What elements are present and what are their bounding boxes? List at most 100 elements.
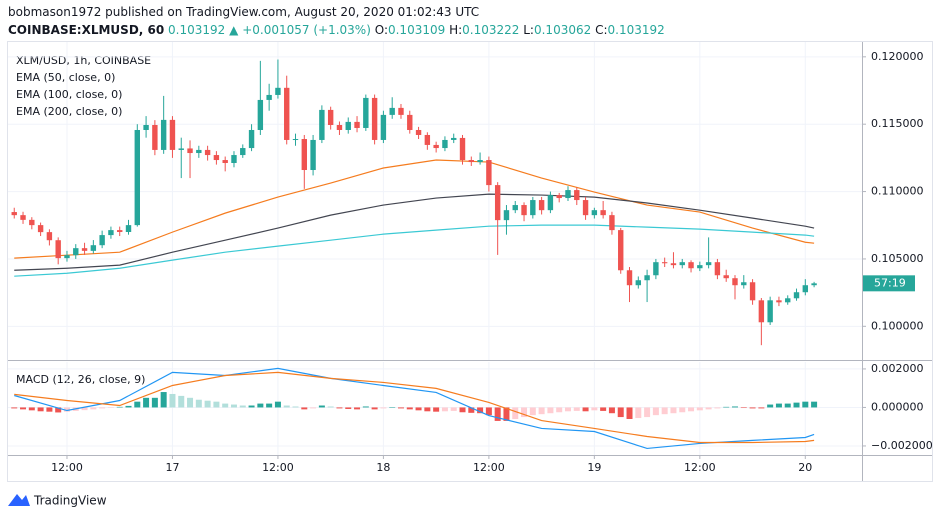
histogram-bar bbox=[362, 406, 369, 408]
candle-body bbox=[336, 125, 343, 130]
histogram-bar bbox=[63, 407, 70, 412]
candle-body bbox=[723, 275, 729, 279]
candle-body bbox=[73, 248, 79, 256]
grid bbox=[8, 42, 862, 455]
histogram-bar bbox=[345, 407, 352, 409]
candle-body bbox=[310, 139, 316, 171]
candle-body bbox=[152, 125, 158, 150]
quote-line: COINBASE:XLMUSD, 60 0.103192 ▲ +0.001057… bbox=[8, 21, 665, 39]
candle-body bbox=[169, 119, 176, 150]
candle-body bbox=[494, 185, 501, 221]
histogram-bar bbox=[784, 403, 791, 408]
y-tick-label: 0.100000 bbox=[871, 319, 924, 332]
candle-body bbox=[407, 114, 413, 130]
histogram-bar bbox=[28, 407, 35, 411]
last-price: 0.103192 bbox=[168, 23, 226, 37]
candle-body bbox=[213, 155, 220, 161]
histogram-bar bbox=[318, 405, 325, 408]
histogram-bar bbox=[775, 403, 782, 408]
candle-body bbox=[275, 87, 281, 95]
histogram-bar bbox=[547, 407, 554, 414]
macd-line bbox=[14, 371, 815, 444]
histogram-bar bbox=[661, 407, 668, 415]
histogram-bar bbox=[336, 407, 343, 409]
histogram-bar bbox=[714, 407, 721, 409]
candle-body bbox=[354, 121, 360, 128]
candle-body bbox=[486, 160, 492, 186]
x-tick-label: 12:00 bbox=[684, 461, 716, 474]
histogram-bar bbox=[239, 405, 246, 408]
candle-body bbox=[600, 210, 606, 216]
histogram-bar bbox=[512, 407, 519, 419]
candle-body bbox=[741, 282, 747, 286]
histogram-bar bbox=[731, 406, 738, 408]
candle-body bbox=[415, 129, 422, 135]
candle-body bbox=[530, 200, 536, 216]
y-tick-label: 0.120000 bbox=[871, 50, 924, 63]
candle-body bbox=[776, 300, 782, 303]
histogram-bar bbox=[644, 407, 651, 418]
histogram-bar bbox=[310, 407, 317, 409]
histogram-bar bbox=[292, 406, 299, 408]
candle-body bbox=[424, 134, 431, 145]
change: +0.001057 (+1.03%) bbox=[242, 23, 371, 37]
candle-body bbox=[371, 97, 378, 140]
histogram-bar bbox=[696, 407, 703, 411]
candle-body bbox=[565, 190, 571, 199]
histogram-bar bbox=[204, 400, 211, 408]
logo: TradingView bbox=[8, 494, 107, 508]
y-tick-label: 0.115000 bbox=[871, 117, 924, 130]
candle-body bbox=[811, 283, 817, 286]
histogram-bar bbox=[749, 407, 756, 409]
candle-body bbox=[688, 262, 694, 269]
candle-body bbox=[591, 210, 598, 216]
candle-body bbox=[503, 210, 510, 221]
histogram-bar bbox=[90, 407, 97, 410]
candle-body bbox=[521, 205, 527, 216]
candle-body bbox=[785, 298, 791, 303]
main-legend-title: XLM/USD, 1h, COINBASE bbox=[16, 54, 151, 67]
histogram-bar bbox=[20, 407, 27, 410]
candle-body bbox=[618, 230, 624, 271]
histogram-bar bbox=[55, 407, 62, 413]
histogram-bar bbox=[327, 406, 334, 408]
candle-body bbox=[178, 148, 184, 150]
histogram-bar bbox=[389, 407, 396, 408]
candle-body bbox=[125, 225, 132, 232]
histogram-bar bbox=[758, 407, 765, 409]
candle-body bbox=[802, 285, 809, 293]
histogram-bar bbox=[652, 407, 659, 416]
histogram-bar bbox=[705, 407, 712, 410]
histogram-bar bbox=[670, 407, 677, 414]
histogram-bar bbox=[424, 407, 431, 412]
x-tick-label: 12:00 bbox=[262, 461, 294, 474]
histogram-bar bbox=[99, 407, 106, 409]
ema-line bbox=[14, 224, 815, 277]
candle-body bbox=[582, 200, 589, 216]
x-tick-label: 19 bbox=[587, 461, 601, 474]
histogram-bar bbox=[222, 403, 229, 408]
histogram-bar bbox=[125, 405, 132, 408]
candle-body bbox=[196, 149, 202, 154]
candle-body bbox=[749, 282, 756, 301]
histogram-bar bbox=[635, 407, 642, 419]
histogram-bar bbox=[477, 407, 484, 414]
candle-body bbox=[37, 225, 44, 233]
c-label: C: bbox=[595, 23, 608, 37]
legend-entry: EMA (200, close, 0) bbox=[16, 105, 122, 118]
y-tick-label: 0.000000 bbox=[871, 400, 924, 413]
candle-body bbox=[512, 205, 518, 211]
candle-body bbox=[556, 195, 562, 199]
candle-body bbox=[266, 94, 272, 100]
histogram-bar bbox=[283, 405, 290, 408]
histogram-bar bbox=[380, 407, 387, 409]
histogram-bar bbox=[450, 407, 457, 411]
histogram-bar bbox=[213, 401, 220, 408]
o-label: O: bbox=[374, 23, 388, 37]
candle-body bbox=[661, 262, 668, 264]
histogram-bar bbox=[503, 407, 510, 421]
candle-body bbox=[108, 230, 114, 236]
legend-entry: EMA (100, close, 0) bbox=[16, 88, 122, 101]
candle-body bbox=[327, 109, 334, 126]
candle-body bbox=[758, 300, 765, 323]
